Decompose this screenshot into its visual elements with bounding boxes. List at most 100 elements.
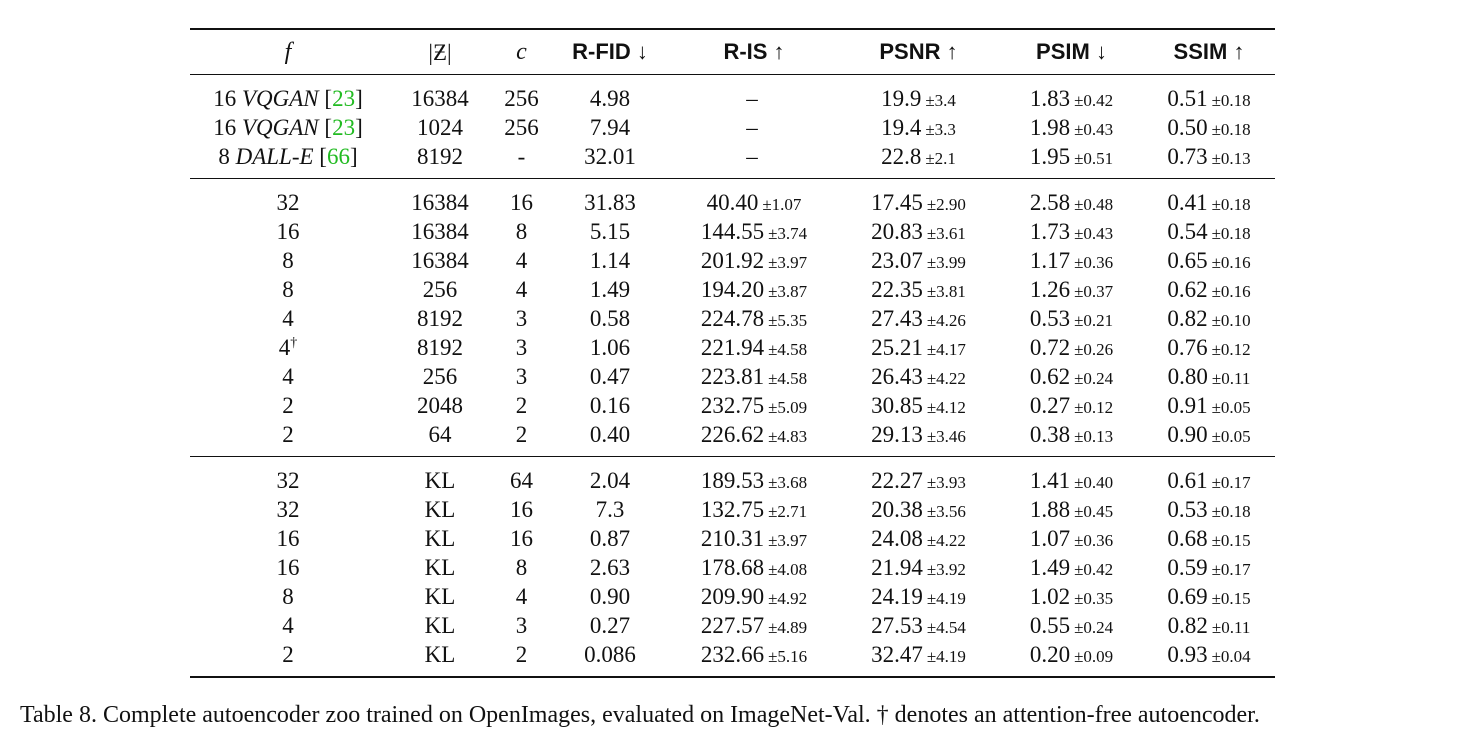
citation-link: 23 <box>332 115 356 140</box>
metric-value: 27.53 <box>871 613 923 638</box>
metric-value: 24.08 <box>871 526 923 551</box>
cell-psnr: 32.47 ±4.19 <box>837 640 1000 678</box>
metric-std: ±0.43 <box>1074 224 1114 243</box>
metric-value: 20.83 <box>871 219 923 244</box>
cell-psnr: 20.83 ±3.61 <box>837 217 1000 246</box>
cell-ris: 178.68 ±4.08 <box>671 553 837 582</box>
cell-ssim: 0.90 ±0.05 <box>1143 420 1275 457</box>
cell-rfid: 2.63 <box>589 555 631 580</box>
metric-std: ±0.18 <box>1211 224 1251 243</box>
cell-f: 16 <box>190 553 386 582</box>
metric-value: 40.40 <box>706 190 759 215</box>
model-name: DALL-E <box>235 144 314 169</box>
cell-ssim: 0.69 ±0.15 <box>1143 582 1275 611</box>
metric-std: ±0.43 <box>1074 120 1114 139</box>
cell-ris: 224.78 ±5.35 <box>671 304 837 333</box>
table-row: 16 KL 8 2.63 178.68 ±4.08 21.94 ±3.92 1.49 ±0.42 0… <box>190 553 1275 582</box>
metric-value: 221.94 <box>700 335 765 360</box>
metric-std: ±0.21 <box>1074 311 1114 330</box>
cell-ris: – <box>671 142 837 179</box>
metric-value: 1.17 <box>1029 248 1071 273</box>
cell-psnr: 24.19 ±4.19 <box>837 582 1000 611</box>
cell-codebook-size: KL <box>424 584 456 609</box>
cell-psnr: 25.21 ±4.17 <box>837 333 1000 362</box>
cell-c: 4 <box>515 277 528 302</box>
cell-psnr: 21.94 ±3.92 <box>837 553 1000 582</box>
table-row: 4† 8192 3 1.06 221.94 ±4.58 25.21 ±4.17 0.72 ±0.2… <box>190 333 1275 362</box>
metric-std: ±0.37 <box>1074 282 1114 301</box>
cell-psnr: 17.45 ±2.90 <box>837 178 1000 217</box>
metric-std: ±3.74 <box>768 224 808 243</box>
metric-value: 0.93 <box>1167 642 1208 667</box>
cell-ris: – <box>671 75 837 114</box>
metric-value: 1.49 <box>1029 555 1071 580</box>
metric-value: 0.41 <box>1167 190 1208 215</box>
downsampling-factor: 32 <box>276 468 300 493</box>
cell-ris: – <box>671 113 837 142</box>
cell-f: 2 <box>190 391 386 420</box>
cell-psim: 0.55 ±0.24 <box>1000 611 1143 640</box>
metric-std: ±3.92 <box>926 560 966 579</box>
metric-value: 24.19 <box>871 584 923 609</box>
metric-value: 0.69 <box>1167 584 1208 609</box>
cell-psim: 1.07 ±0.36 <box>1000 524 1143 553</box>
metric-std: ±4.54 <box>926 618 966 637</box>
metric-std: ±3.3 <box>925 120 956 139</box>
metric-std: ±0.13 <box>1211 149 1251 168</box>
vq-rows: 32 16384 16 31.83 40.40 ±1.07 17.45 ±2.90 2.58 ±0… <box>190 178 1275 457</box>
metric-value: 2.58 <box>1029 190 1071 215</box>
metric-std: ±0.24 <box>1074 369 1114 388</box>
cell-rfid: 0.16 <box>589 393 631 418</box>
cell-psim: 1.17 ±0.36 <box>1000 246 1143 275</box>
metric-value: 0.82 <box>1167 613 1208 638</box>
autoencoder-zoo-table: f |Ƶ| c R-FID ↓ R-IS ↑ PSNR ↑ PSIM ↓ SSI… <box>190 28 1275 678</box>
downsampling-factor: 16 <box>276 219 300 244</box>
cell-c: 2 <box>515 393 528 418</box>
table-row: 32 KL 64 2.04 189.53 ±3.68 22.27 ±3.93 1.41 ±0.40… <box>190 456 1275 495</box>
cell-psnr: 22.35 ±3.81 <box>837 275 1000 304</box>
cell-ssim: 0.91 ±0.05 <box>1143 391 1275 420</box>
metric-std: ±0.18 <box>1211 120 1251 139</box>
metric-value: 0.72 <box>1029 335 1071 360</box>
cell-psim: 0.62 ±0.24 <box>1000 362 1143 391</box>
metric-value: 1.83 <box>1029 86 1071 111</box>
metric-std: ±4.58 <box>768 369 808 388</box>
metric-value: 23.07 <box>871 248 923 273</box>
metric-value: 26.43 <box>871 364 923 389</box>
cell-codebook-size: 8192 <box>417 335 463 360</box>
model-name: VQGAN <box>241 86 319 111</box>
metric-value: 0.59 <box>1167 555 1208 580</box>
cell-rfid: 32.01 <box>584 144 636 169</box>
cell-ris: 189.53 ±3.68 <box>671 456 837 495</box>
metric-value: 0.80 <box>1167 364 1208 389</box>
metric-std: ±4.22 <box>926 369 966 388</box>
cell-codebook-size: 256 <box>422 364 458 389</box>
cell-psim: 0.72 ±0.26 <box>1000 333 1143 362</box>
cell-rfid: 5.15 <box>589 219 631 244</box>
metric-std: ±0.11 <box>1211 618 1251 637</box>
header-f: f <box>190 28 386 75</box>
metric-value: 0.73 <box>1167 144 1208 169</box>
table-row: 2 2048 2 0.16 232.75 ±5.09 30.85 ±4.12 0.27 ±0.12… <box>190 391 1275 420</box>
metric-std: ±3.68 <box>768 473 808 492</box>
cell-ssim: 0.73 ±0.13 <box>1143 142 1275 179</box>
downsampling-factor: 16 <box>276 526 300 551</box>
cell-c: 64 <box>494 456 549 495</box>
header-psim: PSIM ↓ <box>1000 28 1143 75</box>
cell-rfid: 7.94 <box>589 115 631 140</box>
metric-std: ±0.17 <box>1211 560 1251 579</box>
cell-f: 16 VQGAN [23] <box>213 86 363 111</box>
metric-std: ±0.18 <box>1211 195 1251 214</box>
table-row: 16 VQGAN [23] 1024 256 7.94–19.4 ±3.3 1.98 ±0.… <box>190 113 1275 142</box>
metric-std: ±0.26 <box>1074 340 1114 359</box>
table-row: 32 16384 16 31.83 40.40 ±1.07 17.45 ±2.90 2.58 ±0… <box>190 178 1275 217</box>
cell-c: 2 <box>494 640 549 678</box>
metric-value: 0.68 <box>1167 526 1208 551</box>
cell-ssim: 0.51 ±0.18 <box>1143 75 1275 114</box>
metric-value: 0.54 <box>1167 219 1208 244</box>
cell-psim: 1.02 ±0.35 <box>1000 582 1143 611</box>
metric-value: 0.27 <box>1029 393 1071 418</box>
metric-value: 21.94 <box>871 555 923 580</box>
header-codebook-size: |Ƶ| <box>386 28 494 75</box>
cell-f: 4 <box>190 611 386 640</box>
